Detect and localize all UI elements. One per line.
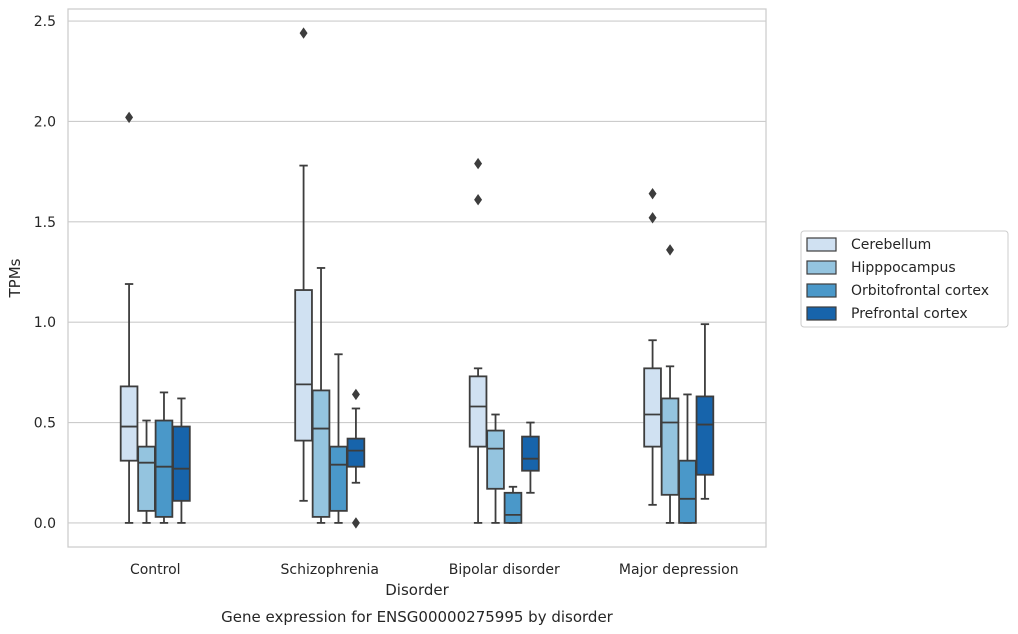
plot-frame [67,8,767,548]
legend-label: Orbitofrontal cortex [851,283,989,299]
legend-frame [800,230,1009,328]
box [521,435,540,472]
outlier-point [474,157,483,170]
y-axis-title: TPMs [6,258,24,298]
box [294,289,313,442]
legend: Cerebellum Hipppocampus Orbitofrontal cort… [800,230,1009,328]
box [503,491,523,524]
x-axis-title: Disorder [385,581,449,599]
outlier-point [474,194,483,206]
x-tick-label: Control [130,562,181,578]
legend-swatch [806,260,837,275]
box [486,429,505,490]
box [678,459,697,524]
outlier-point [648,212,657,224]
box [329,445,348,512]
box [154,419,174,518]
chart-title: Gene expression for ENSG00000275995 by d… [221,608,614,626]
y-tick-label: 2.0 [34,114,56,130]
series-prefrontal-cortex [172,323,715,529]
box-series [119,27,715,529]
x-tick-label: Major depression [619,562,739,578]
outlier-point [351,388,360,401]
x-tick-label: Bipolar disorder [449,562,560,578]
box [311,389,331,518]
outlier-point [299,27,308,39]
box [346,437,366,468]
x-axis-ticks: Control Schizophrenia Bipolar disorder Majo… [130,562,739,578]
legend-label: Cerebellum [851,237,931,253]
x-tick-label: Schizophrenia [281,562,379,578]
y-tick-label: 1.5 [34,215,56,231]
legend-swatch [806,283,837,298]
box [660,397,680,496]
y-tick-label: 0.0 [34,516,56,532]
outlier-point [648,187,657,200]
outlier-point [666,244,675,256]
y-tick-label: 1.0 [34,315,56,331]
y-tick-label: 0.5 [34,416,56,432]
box [695,395,715,476]
box [643,367,662,448]
outlier-point [125,111,134,124]
series-hipppocampus [137,244,680,524]
gridlines [68,20,766,524]
box [137,445,156,512]
outlier-point [351,517,360,529]
y-tick-label: 2.5 [34,14,56,30]
series-cerebellum [119,27,662,524]
box [468,375,488,448]
box [172,425,191,502]
legend-swatch [806,306,837,321]
legend-label: Prefrontal cortex [851,306,968,322]
series-orbitofrontal-cortex [154,353,697,524]
legend-label: Hipppocampus [851,260,956,276]
y-axis-ticks: 0.0 0.5 1.0 1.5 2.0 2.5 [34,14,56,532]
legend-swatch [806,237,837,252]
box [119,385,139,462]
